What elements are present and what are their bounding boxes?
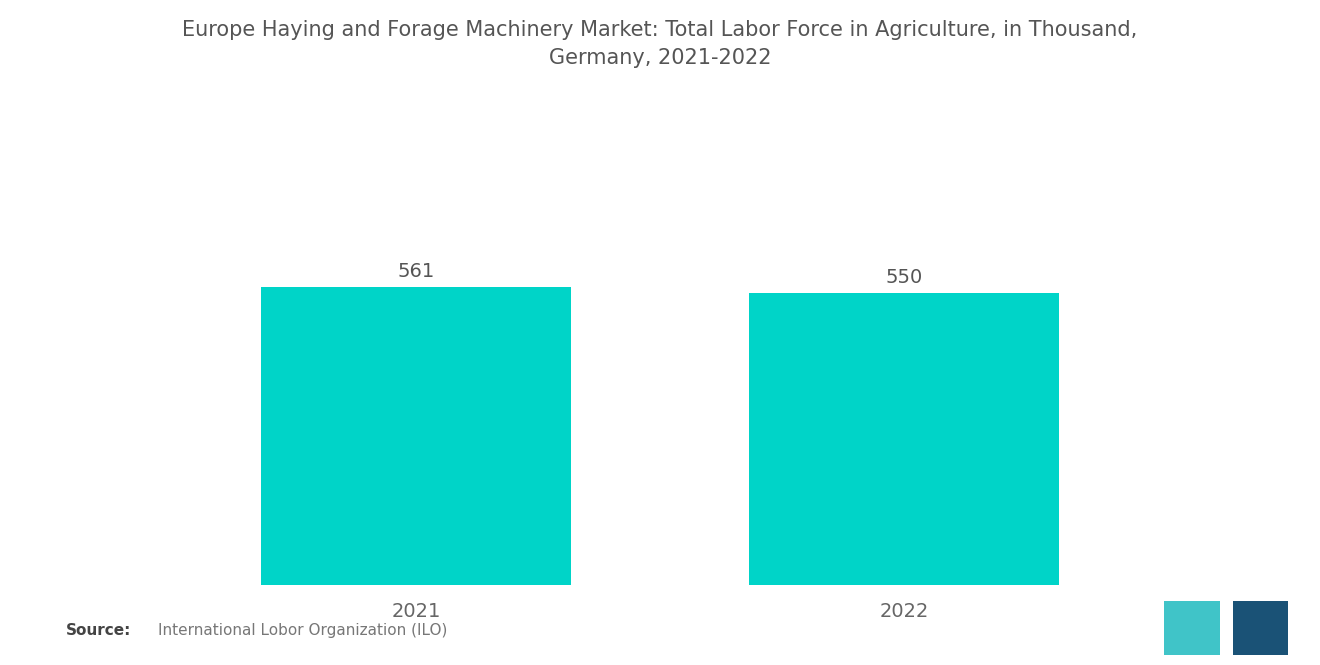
Bar [1164,601,1220,656]
Bar [261,287,572,585]
Bar [1233,601,1288,656]
Text: Source:: Source: [66,623,132,638]
Bar [748,293,1059,585]
Text: International Lobor Organization (ILO): International Lobor Organization (ILO) [158,623,447,638]
Text: Europe Haying and Forage Machinery Market: Total Labor Force in Agriculture, in : Europe Haying and Forage Machinery Marke… [182,20,1138,68]
Text: 561: 561 [397,263,434,281]
Text: 550: 550 [886,268,923,287]
